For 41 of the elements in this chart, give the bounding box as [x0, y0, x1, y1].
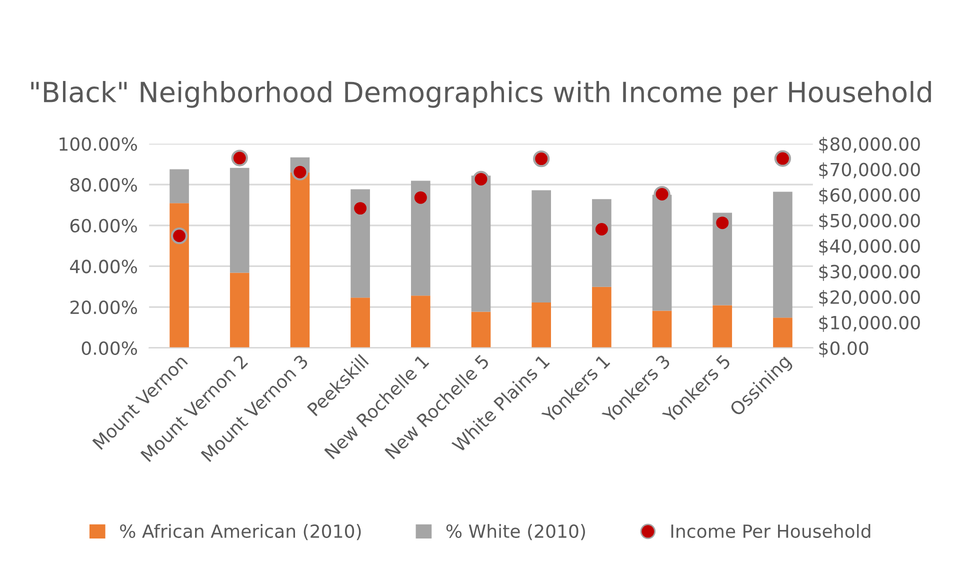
y2-tick-label: $0.00 — [819, 341, 868, 358]
legend-label: % African American (2010) — [120, 524, 361, 540]
y-tick-label: 40.00% — [70, 260, 138, 274]
y-tick-label: 80.00% — [70, 178, 138, 192]
point — [774, 150, 792, 167]
point — [412, 189, 429, 206]
y2-tick-label: $30,000.00 — [819, 264, 920, 281]
bar — [170, 203, 189, 348]
y2-tick-label: $10,000.00 — [819, 316, 920, 332]
point — [533, 150, 550, 168]
bar — [773, 192, 792, 318]
bar — [230, 272, 250, 348]
bar — [532, 302, 551, 348]
y-tick-label: 20.00% — [70, 300, 138, 314]
point — [292, 164, 308, 180]
y2-tick-label: $50,000.00 — [819, 213, 920, 230]
y2-tick-label: $40,000.00 — [819, 238, 920, 256]
y-tick-label: 0.00% — [82, 341, 138, 355]
y2-tick-label: $60,000.00 — [819, 188, 920, 204]
bar — [290, 172, 310, 348]
bar — [532, 190, 551, 303]
y2-tick-label: $80,000.00 — [819, 136, 920, 154]
point — [170, 228, 188, 244]
bar — [592, 286, 612, 348]
legend-label: % White (2010) — [446, 524, 585, 540]
bar — [411, 180, 430, 296]
y2-tick-label: $70,000.00 — [819, 162, 920, 179]
y-tick-label: 100.00% — [60, 137, 137, 151]
bar — [773, 318, 792, 348]
point — [714, 214, 731, 232]
y-tick-label: 60.00% — [70, 218, 138, 233]
bar — [471, 312, 491, 348]
bar — [652, 310, 672, 348]
bar — [170, 169, 189, 204]
y2-tick-label: $20,000.00 — [819, 290, 920, 306]
point — [231, 150, 248, 166]
bar — [350, 298, 370, 348]
legend-label: Income Per Household — [671, 524, 870, 538]
bar — [712, 305, 732, 348]
bar — [411, 296, 430, 348]
chart-title: "Black" Neighborhood Demographics with Income per Household — [31, 80, 931, 108]
